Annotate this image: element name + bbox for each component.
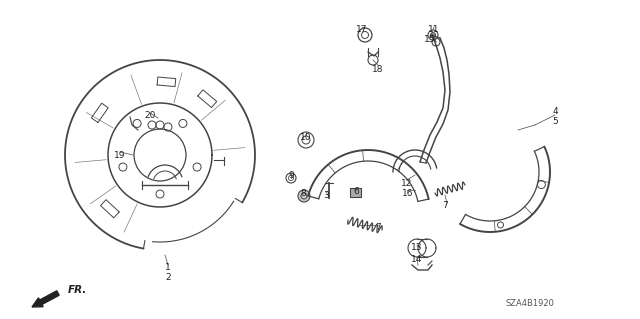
Text: 5: 5 bbox=[552, 117, 558, 127]
Text: 1: 1 bbox=[165, 263, 171, 272]
Text: 7: 7 bbox=[442, 201, 448, 210]
Text: 17: 17 bbox=[356, 26, 368, 34]
Text: FR.: FR. bbox=[68, 285, 88, 295]
Text: 6: 6 bbox=[353, 188, 359, 197]
Bar bbox=[350, 188, 361, 197]
Text: 8: 8 bbox=[300, 189, 306, 197]
Text: 11: 11 bbox=[428, 26, 440, 34]
Text: 16: 16 bbox=[403, 189, 413, 197]
Text: 19: 19 bbox=[115, 151, 125, 160]
Text: 13: 13 bbox=[412, 243, 423, 253]
Circle shape bbox=[298, 190, 310, 202]
Text: 9: 9 bbox=[288, 170, 294, 180]
Text: 2: 2 bbox=[165, 272, 171, 281]
Text: SZA4B1920: SZA4B1920 bbox=[506, 299, 554, 308]
Text: 18: 18 bbox=[372, 65, 384, 75]
Text: 15: 15 bbox=[424, 35, 436, 44]
Text: 3: 3 bbox=[323, 190, 329, 199]
Text: 14: 14 bbox=[412, 256, 422, 264]
Text: 7: 7 bbox=[375, 224, 381, 233]
Text: 4: 4 bbox=[552, 108, 558, 116]
Text: 20: 20 bbox=[144, 110, 156, 120]
Text: 10: 10 bbox=[300, 133, 312, 143]
Circle shape bbox=[431, 33, 435, 38]
FancyArrow shape bbox=[32, 291, 59, 307]
Text: 12: 12 bbox=[401, 179, 413, 188]
